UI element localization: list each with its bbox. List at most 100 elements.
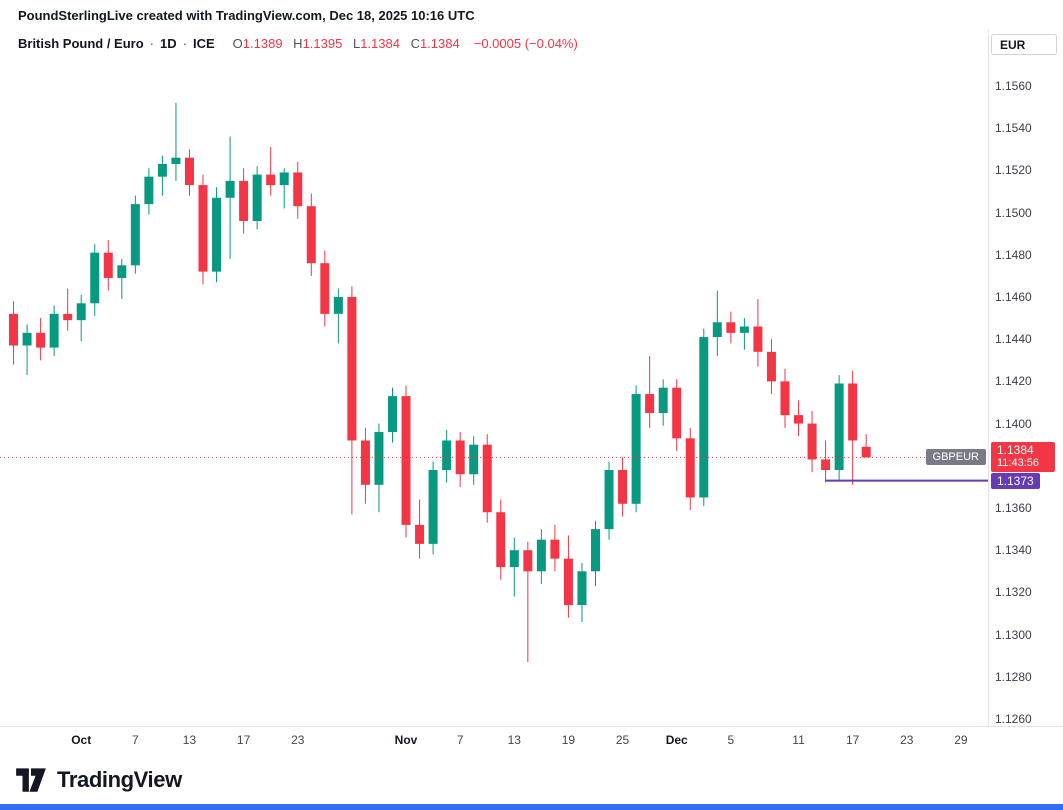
symbol-flag-text: GBPEUR <box>932 451 979 464</box>
ohlc-open-value: 1.1389 <box>242 36 283 51</box>
candle <box>631 385 641 513</box>
ohlc-values: O1.1389 H1.1395 L1.1384 C1.1384 <box>226 36 460 51</box>
price-axis[interactable]: 1.1560 1.1540 1.1520 1.1500 1.1480 1.1460 1.14… <box>988 30 1063 726</box>
price-axis-label: 1.1480 <box>995 247 1032 262</box>
candle <box>90 244 100 316</box>
time-axis-label: Dec <box>665 733 688 747</box>
bottom-accent-bar <box>0 804 1063 810</box>
time-axis-label: 25 <box>615 733 630 747</box>
candle <box>333 288 343 344</box>
time-axis-label: 13 <box>507 733 521 747</box>
tradingview-wordmark: TradingView <box>57 767 182 792</box>
candle <box>266 147 276 196</box>
candle <box>171 102 181 181</box>
interval-label: 1D <box>160 36 177 51</box>
price-axis-label: 1.1280 <box>995 669 1032 684</box>
exchange-label: ICE <box>192 36 215 51</box>
candle <box>794 400 804 437</box>
candle <box>821 440 831 483</box>
candle <box>239 168 249 234</box>
time-axis-label: 11 <box>792 733 805 747</box>
price-axis-label: 1.1520 <box>995 163 1032 178</box>
candle <box>36 318 46 361</box>
countdown-timer: 11:43:56 <box>997 457 1040 470</box>
candle <box>658 379 668 426</box>
candle <box>76 294 86 342</box>
candle <box>144 168 154 215</box>
candle <box>117 258 127 300</box>
candle <box>591 520 601 587</box>
candle <box>780 368 790 428</box>
candle <box>9 301 19 365</box>
candle <box>212 187 222 283</box>
candle <box>415 499 425 559</box>
symbol-price-flag: GBPEUR <box>925 449 986 466</box>
time-axis-label: Oct <box>71 733 92 747</box>
legend-separator: · <box>182 36 187 51</box>
price-axis-label: 1.1420 <box>995 374 1032 389</box>
candle <box>49 305 59 357</box>
level-price-value: 1.1373 <box>997 473 1034 488</box>
tradingview-logo-icon <box>16 768 46 792</box>
candle <box>374 423 384 513</box>
candle <box>387 387 397 443</box>
time-axis-label: 7 <box>131 733 139 747</box>
tradingview-logo[interactable]: TradingView <box>14 766 182 794</box>
candle <box>347 286 357 515</box>
legend-separator: · <box>149 36 155 51</box>
candle <box>753 299 763 367</box>
candle <box>252 166 262 230</box>
candle <box>360 427 370 504</box>
time-axis-label: 29 <box>954 733 968 747</box>
candle <box>523 541 533 663</box>
candle <box>320 250 330 327</box>
level-price-flag: 1.1373 <box>991 472 1040 489</box>
price-axis-currency-button[interactable]: EUR <box>991 34 1057 55</box>
attribution-text: PoundSterlingLive created with TradingVi… <box>18 7 475 23</box>
time-axis-label: 17 <box>845 733 860 747</box>
price-axis-label: 1.1360 <box>995 500 1032 515</box>
price-axis-label: 1.1300 <box>995 627 1032 642</box>
candle <box>604 461 614 540</box>
price-axis-label: 1.1440 <box>995 332 1032 347</box>
footer: TradingView <box>0 756 1063 804</box>
candle <box>834 375 844 481</box>
currency-label: EUR <box>1000 37 1026 52</box>
chart-region: British Pound / Euro · 1D · ICE O1.1389 … <box>0 30 1063 726</box>
candle <box>455 432 465 487</box>
last-price-value: 1.1384 <box>997 443 1034 458</box>
time-axis[interactable]: Oct 7 13 17 23 Nov 7 13 19 25 Dec 5 11 17 23 29 <box>0 726 1063 757</box>
price-chart-canvas[interactable] <box>0 30 988 726</box>
ohlc-high-value: 1.1395 <box>302 36 343 51</box>
last-price-flag: 1.1384 11:43:56 <box>991 442 1055 473</box>
candle <box>496 499 506 580</box>
candle <box>563 535 573 618</box>
price-axis-label: 1.1460 <box>995 289 1032 304</box>
chart-legend: British Pound / Euro · 1D · ICE O1.1389 … <box>18 36 578 51</box>
price-axis-label: 1.1500 <box>995 205 1032 220</box>
symbol-title[interactable]: British Pound / Euro <box>18 36 144 51</box>
price-axis-label: 1.1400 <box>995 416 1032 431</box>
price-axis-label: 1.1560 <box>995 78 1032 93</box>
time-axis-label: 7 <box>456 733 464 747</box>
ohlc-low-value: 1.1384 <box>360 36 400 51</box>
ohlc-close-value: 1.1384 <box>419 36 460 51</box>
candle <box>861 434 871 458</box>
candle <box>184 149 194 196</box>
candle <box>469 436 479 485</box>
candle <box>645 356 655 428</box>
candle <box>550 524 560 572</box>
time-axis-label: 13 <box>182 733 197 747</box>
candle <box>306 193 316 276</box>
candle <box>293 161 303 219</box>
candle <box>22 324 32 376</box>
candle <box>401 385 411 538</box>
candle <box>279 168 289 209</box>
candle <box>225 136 235 259</box>
time-axis-label: 5 <box>727 733 735 747</box>
time-axis-label: Nov <box>394 733 418 747</box>
candle <box>726 311 736 344</box>
candle <box>685 427 695 511</box>
ohlc-close-key: C <box>410 36 420 51</box>
candle <box>699 328 709 506</box>
